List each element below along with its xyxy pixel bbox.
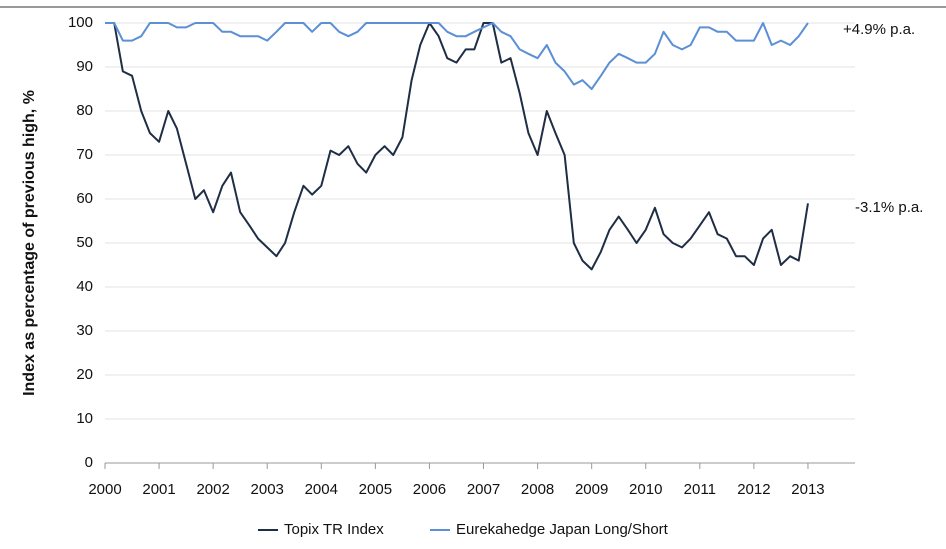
legend-label: Topix TR Index bbox=[284, 521, 384, 538]
x-tick-label: 2000 bbox=[88, 481, 121, 498]
x-tick-label: 2013 bbox=[791, 481, 824, 498]
x-tick-label: 2003 bbox=[251, 481, 284, 498]
y-tick-label: 30 bbox=[76, 322, 93, 339]
y-tick-label: 10 bbox=[76, 410, 93, 427]
x-tick-label: 2006 bbox=[413, 481, 446, 498]
series-line bbox=[105, 22, 809, 271]
y-tick-label: 0 bbox=[85, 454, 93, 471]
x-tick-label: 2002 bbox=[196, 481, 229, 498]
annotation: -3.1% p.a. bbox=[855, 199, 923, 216]
x-tick-label: 2011 bbox=[684, 481, 716, 498]
y-tick-label: 70 bbox=[76, 146, 93, 163]
x-tick-label: 2012 bbox=[737, 481, 770, 498]
plot bbox=[105, 22, 809, 271]
y-tick-label: 50 bbox=[76, 234, 93, 251]
x-tick-label: 2005 bbox=[359, 481, 392, 498]
annotation: +4.9% p.a. bbox=[843, 21, 915, 38]
series-line bbox=[105, 22, 809, 90]
x-tick-label: 2009 bbox=[575, 481, 608, 498]
y-tick-label: 60 bbox=[76, 190, 93, 207]
legend-label: Eurekahedge Japan Long/Short bbox=[456, 521, 669, 538]
x-tick-label: 2008 bbox=[521, 481, 554, 498]
x-tick-label: 2010 bbox=[629, 481, 662, 498]
legend: Topix TR Index Eurekahedge Japan Long/Sho… bbox=[258, 521, 669, 538]
y-axis-label: Index as percentage of previous high, % bbox=[21, 90, 38, 396]
x-tick-label: 2007 bbox=[467, 481, 500, 498]
y-tick-label: 40 bbox=[76, 278, 93, 295]
y-tick-label: 80 bbox=[76, 102, 93, 119]
x-tick-label: 2001 bbox=[142, 481, 175, 498]
x-tick-label: 2004 bbox=[305, 481, 338, 498]
y-tick-label: 20 bbox=[76, 366, 93, 383]
y-tick-label: 100 bbox=[68, 14, 93, 31]
y-tick-label: 90 bbox=[76, 58, 93, 75]
